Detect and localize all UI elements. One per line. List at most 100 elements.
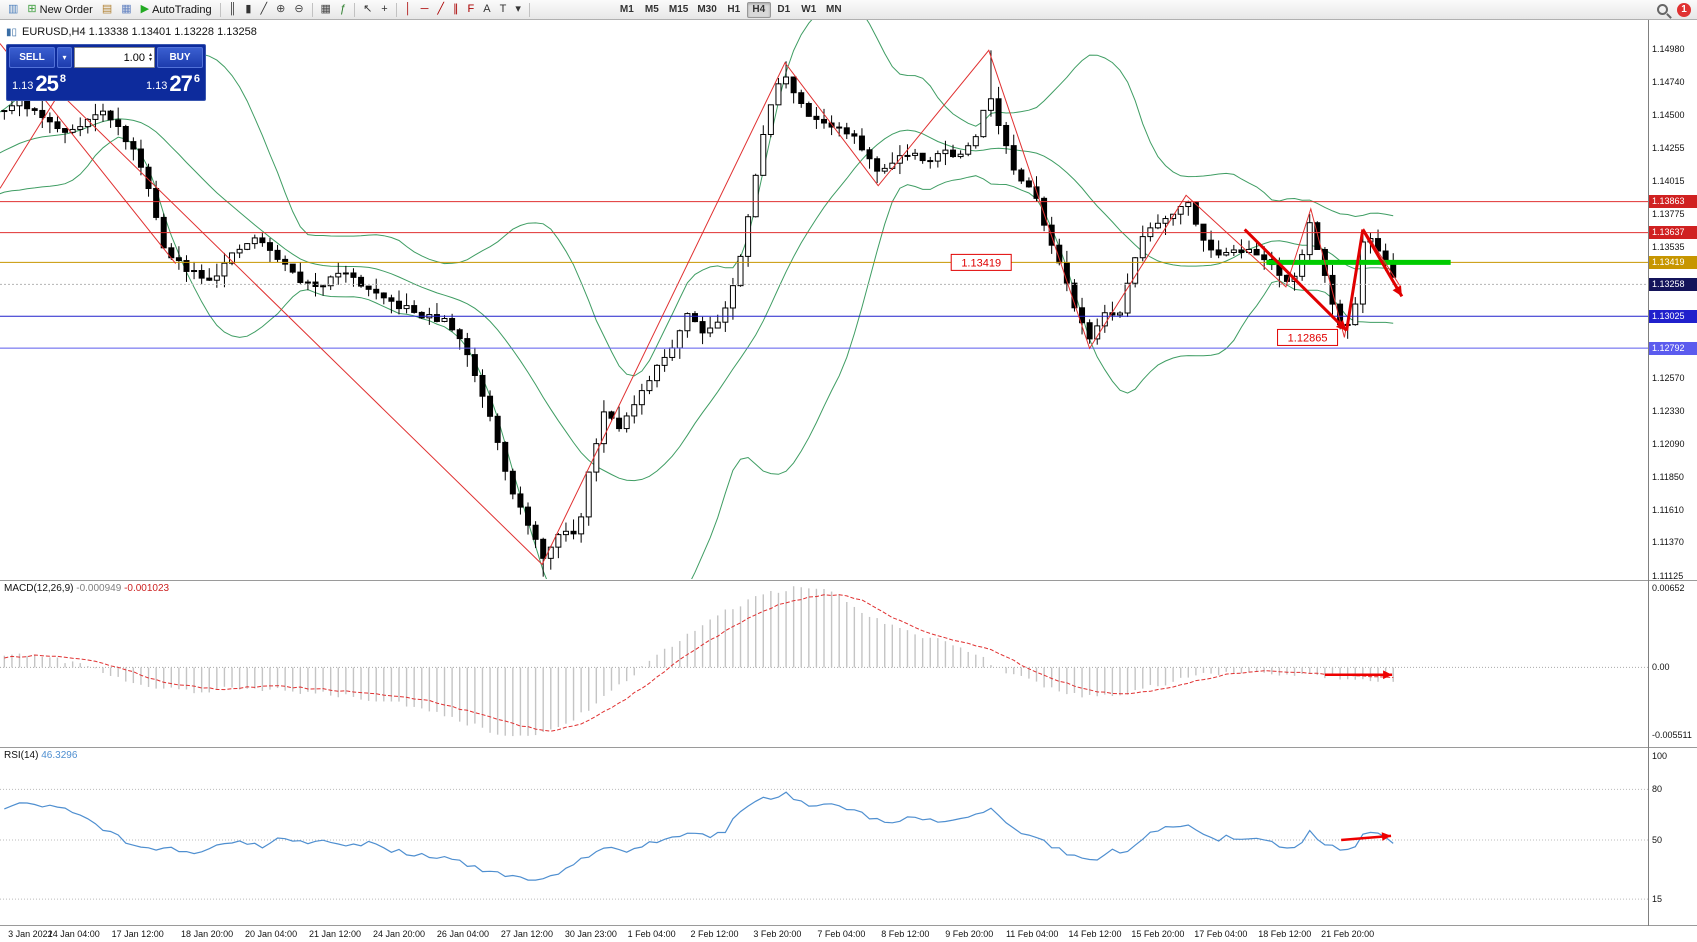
candlestick-chart-icon[interactable]: ▮ — [241, 1, 255, 18]
price-axis-label: 0.00652 — [1652, 582, 1685, 593]
price-axis-label: 0.00 — [1652, 662, 1670, 673]
time-axis-label: 18 Feb 12:00 — [1258, 929, 1312, 939]
toolbar-separator — [354, 2, 356, 17]
time-axis-label: 21 Jan 12:00 — [308, 929, 362, 939]
horizontal-line-icon[interactable]: ─ — [417, 1, 433, 18]
price-axis-label: 1.11850 — [1652, 471, 1684, 482]
time-axis-label: 24 Jan 20:00 — [372, 929, 426, 939]
text-icon-icon: A — [483, 3, 491, 15]
fibonacci-icon[interactable]: F — [464, 1, 479, 18]
data-window-icon-icon: ▦ — [121, 3, 132, 15]
lot-size-field[interactable]: 1.00 ▴ ▾ — [74, 47, 155, 68]
time-axis-label: 27 Jan 12:00 — [500, 929, 553, 939]
new-order-button[interactable]: ⊞ New Order — [23, 1, 96, 18]
macd-indicator-label: MACD(12,26,9) -0.000949 -0.001023 — [4, 583, 170, 594]
trendline-icon[interactable]: ╱ — [433, 1, 448, 18]
ohlc-bars-icon-icon: ║ — [228, 3, 237, 15]
autotrading-icon: ▶ — [140, 3, 150, 15]
time-axis-label: 18 Jan 20:00 — [181, 929, 234, 939]
timeframe-m15[interactable]: M15 — [665, 2, 692, 18]
zoom-in-icon[interactable]: ⊕ — [272, 1, 289, 18]
line-chart-icon[interactable]: ╱ — [256, 1, 271, 18]
time-axis-label: 17 Feb 04:00 — [1194, 929, 1248, 939]
chart-window: 1.13419 1.12865 ▮▯ EURUSD,H4 1.13338 1.13… — [0, 20, 1697, 942]
price-tag: 1.13419 — [1649, 255, 1697, 269]
new-chart-icon[interactable]: ▥ — [4, 1, 22, 18]
tile-windows-icon[interactable]: ▦ — [317, 1, 335, 18]
search-icon[interactable] — [1657, 4, 1668, 15]
main-toolbar: ▥ ⊞ New Order ▤ ▦ ▶ AutoTrading ║ ▮ ╱ ⊕ ⊖ ▦ ƒ ↖ + │ ─ ╱ ∥ F A… — [0, 0, 1697, 20]
price-axis-label: 15 — [1652, 894, 1663, 905]
sell-price-integer: 1.13 — [12, 80, 34, 92]
timeframe-m30[interactable]: M30 — [693, 2, 720, 18]
panel-separator[interactable] — [0, 747, 1697, 748]
time-axis-label: 17 Jan 12:00 — [111, 929, 164, 939]
chart-title: ▮▯ EURUSD,H4 1.13338 1.13401 1.13228 1.1… — [6, 26, 257, 38]
sell-price[interactable]: 1.13 25 8 — [9, 73, 106, 95]
chart-plot-area[interactable]: 1.13419 1.12865 — [0, 20, 1648, 926]
price-tag: 1.12792 — [1649, 341, 1697, 355]
buy-price-integer: 1.13 — [145, 80, 168, 92]
new-chart-icon-icon: ▥ — [8, 3, 19, 15]
autotrading-button-label: AutoTrading — [152, 3, 212, 16]
price-axis-label: 1.12330 — [1652, 406, 1685, 417]
price-axis-label: 1.12090 — [1652, 439, 1685, 450]
vertical-line-icon[interactable]: │ — [401, 1, 416, 18]
cursor-icon-icon: ↖ — [363, 3, 373, 15]
time-axis-label: 9 Feb 20:00 — [945, 929, 994, 939]
equidistant-channel-icon[interactable]: ∥ — [449, 1, 463, 18]
price-axis-label: 1.14500 — [1652, 109, 1685, 120]
price-axis-label: 1.14980 — [1652, 43, 1685, 54]
indicators-icon-icon: ƒ — [339, 3, 347, 15]
timeframe-w1[interactable]: W1 — [797, 2, 821, 18]
spinner-up-icon[interactable]: ▴ — [148, 51, 152, 58]
timeframe-mn[interactable]: MN — [822, 2, 846, 18]
sell-button[interactable]: SELL — [9, 47, 55, 68]
zoom-out-icon-icon: ⊖ — [294, 3, 304, 15]
crosshair-icon[interactable]: + — [377, 1, 391, 18]
text-icon[interactable]: A — [479, 1, 494, 18]
price-tag: 1.13258 — [1649, 277, 1697, 291]
order-type-dropdown[interactable]: ▾ — [57, 47, 72, 68]
sell-price-pip: 8 — [59, 73, 67, 85]
macd-signal-value: -0.001023 — [124, 583, 170, 594]
charts-icon[interactable]: ▤ — [98, 1, 116, 18]
autotrading-button[interactable]: ▶ AutoTrading — [137, 1, 216, 18]
rsi-value: 46.3296 — [41, 750, 78, 761]
time-axis-label: 14 Jan 04:00 — [47, 929, 100, 939]
notification-badge[interactable]: 1 — [1677, 2, 1691, 17]
new-order-icon: ⊞ — [27, 3, 37, 15]
shapes-dropdown-icon-icon: ▾ — [515, 3, 521, 15]
vertical-line-icon-icon: │ — [404, 3, 412, 15]
panel-separator[interactable] — [0, 925, 1697, 926]
indicators-icon[interactable]: ƒ — [336, 1, 350, 18]
time-axis-label: 20 Jan 04:00 — [245, 929, 298, 939]
price-axis-label: 1.11125 — [1652, 570, 1684, 581]
timeframe-d1[interactable]: D1 — [772, 2, 796, 18]
candlestick-chart-icon-icon: ▮ — [245, 3, 252, 15]
price-axis-label: 50 — [1652, 835, 1663, 846]
ohlc-bars-icon[interactable]: ║ — [225, 1, 241, 18]
new-order-button-label: New Order — [39, 3, 93, 16]
horizontal-line-icon-icon: ─ — [420, 3, 429, 15]
spinner-down-icon[interactable]: ▾ — [148, 56, 152, 63]
buy-price[interactable]: 1.13 27 6 — [106, 73, 203, 95]
macd-value: -0.000949 — [76, 583, 122, 594]
time-axis-label: 2 Feb 12:00 — [690, 929, 739, 939]
buy-button[interactable]: BUY — [157, 47, 203, 68]
timeframe-h1[interactable]: H1 — [722, 2, 746, 18]
zoom-in-icon-icon: ⊕ — [276, 3, 286, 15]
lot-spinner[interactable]: ▴ ▾ — [148, 51, 152, 63]
shapes-dropdown-icon[interactable]: ▾ — [511, 1, 525, 18]
timeframe-m1[interactable]: M1 — [615, 2, 639, 18]
data-window-icon[interactable]: ▦ — [117, 1, 135, 18]
buy-price-pip: 6 — [193, 73, 200, 85]
cursor-icon[interactable]: ↖ — [359, 1, 376, 18]
equidistant-channel-icon-icon: ∥ — [453, 3, 459, 15]
timeframe-h4[interactable]: H4 — [746, 1, 771, 18]
timeframe-m5[interactable]: M5 — [640, 2, 664, 18]
panel-separator[interactable] — [0, 580, 1697, 581]
zoom-out-icon[interactable]: ⊖ — [290, 1, 307, 18]
arrow-label-icon[interactable]: T — [496, 1, 511, 18]
